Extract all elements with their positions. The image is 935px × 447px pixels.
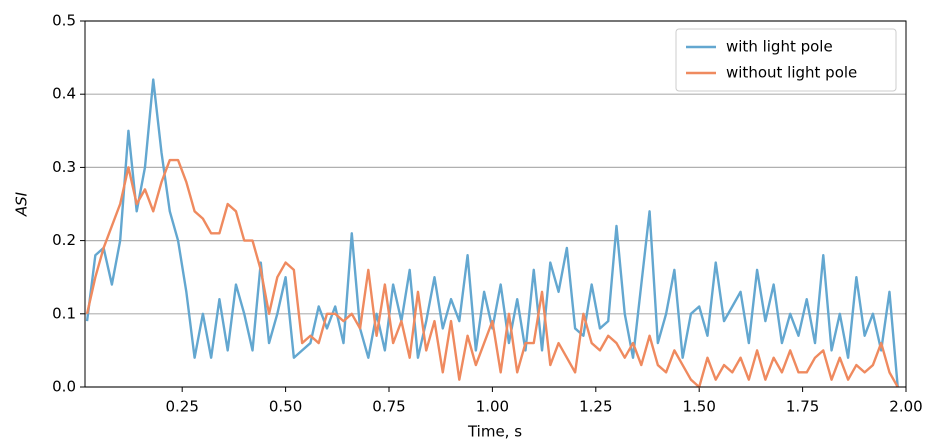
x-tick-label: 2.00 [889,398,922,416]
legend-label: without light pole [726,64,857,82]
y-tick-label: 0.0 [52,378,76,396]
x-tick-label: 0.75 [372,398,405,416]
legend-label: with light pole [726,38,833,56]
y-tick-label: 0.2 [52,231,76,249]
line-series [85,158,899,389]
x-tick-label: 1.75 [786,398,819,416]
x-tick-label: 0.50 [269,398,302,416]
plot-frame [84,20,907,388]
y-tick-label: 0.1 [52,304,76,322]
legend-box [675,28,897,92]
x-tick-label: 0.25 [165,398,198,416]
y-axis-label: ASI [13,191,31,217]
y-tick-label: 0.5 [52,12,76,30]
x-axis-label: Time, s [467,423,522,441]
line-series [85,78,899,388]
x-tick-label: 1.00 [476,398,509,416]
y-tick-label: 0.4 [52,85,76,103]
x-tick-label: 1.50 [682,398,715,416]
x-tick-label: 1.25 [579,398,612,416]
y-tick-label: 0.3 [52,158,76,176]
